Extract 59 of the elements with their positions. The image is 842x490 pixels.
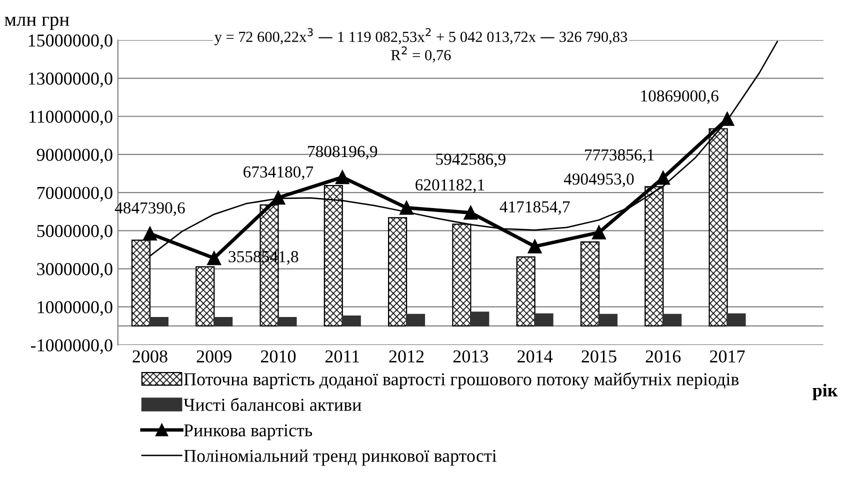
point	[207, 251, 222, 266]
legend-label: Ринкова вартість	[184, 424, 312, 440]
y-tick-label: 3000000,0	[37, 263, 112, 278]
data-label: 4847390,6	[114, 202, 185, 216]
legend-label: Поліноміальний тренд ринкової вартості	[184, 449, 497, 466]
x-tick-label: 2012	[389, 350, 424, 363]
y-tick-label: 11000000,0	[30, 110, 112, 126]
point	[335, 170, 350, 184]
point	[400, 200, 414, 215]
data-label: 4904953,0	[564, 173, 634, 188]
data-label: 4171854,7	[500, 201, 570, 215]
x-tick-label: 2011	[325, 350, 360, 363]
legend-label: Чисті балансові активи	[184, 398, 362, 411]
bar	[406, 314, 426, 326]
legend-label: Поточна вартість доданої вартості грошового потоку майбутніх періодів	[184, 372, 739, 390]
bar	[388, 217, 408, 326]
bar	[342, 315, 361, 326]
point	[656, 170, 670, 185]
data-label: 6201182,1	[416, 179, 484, 193]
annotation: R$^{2}$ = 0,76	[391, 46, 451, 63]
bar	[662, 314, 682, 326]
x-tick-label: 2010	[260, 350, 296, 363]
bar	[534, 313, 554, 326]
bar	[580, 241, 600, 326]
bar	[516, 256, 536, 326]
y-tick-label: 13000000,0	[28, 72, 112, 88]
y-axis-title: млн грн	[4, 16, 70, 30]
bar	[149, 316, 168, 326]
point	[143, 226, 157, 241]
y-tick-label: 15000000,0	[28, 34, 112, 50]
y-tick-label: 1000000,0	[38, 301, 112, 316]
data-label: 10869000,6	[641, 90, 718, 104]
y-tick-label: -1000000,0	[30, 339, 112, 354]
point	[528, 240, 542, 254]
x-axis-title: рік	[812, 384, 838, 400]
x-tick-label: 2008	[132, 350, 168, 363]
x-tick-label: 2013	[453, 350, 488, 363]
x-tick-label: 2015	[582, 350, 616, 363]
x-tick-label: 2014	[518, 350, 553, 363]
point	[271, 190, 286, 205]
point	[720, 112, 734, 126]
annotation: y = 72 600,22x$^{3}$ — 1 119 082,53x$^{2}$ + 5 042 013,72x — 326 790,83	[214, 28, 628, 46]
bar	[214, 316, 233, 326]
point	[464, 206, 478, 220]
data-label: 7773856,1	[585, 149, 654, 163]
y-tick-label: 7000000,0	[37, 186, 112, 202]
y-tick-label: 5000000,0	[37, 224, 112, 240]
data-label: 6734180,7	[244, 166, 314, 180]
x-tick-label: 2017	[710, 350, 745, 363]
x-tick-label: 2016	[646, 350, 681, 363]
data-label: 7808196,9	[308, 146, 378, 160]
bar	[278, 316, 297, 326]
bar	[470, 312, 490, 326]
point	[592, 226, 606, 240]
data-label: 5942586,9	[436, 154, 506, 168]
bar	[726, 313, 746, 326]
bar	[598, 314, 618, 326]
y-tick-label: 9000000,0	[36, 148, 112, 164]
x-tick-label: 2009	[196, 350, 232, 363]
